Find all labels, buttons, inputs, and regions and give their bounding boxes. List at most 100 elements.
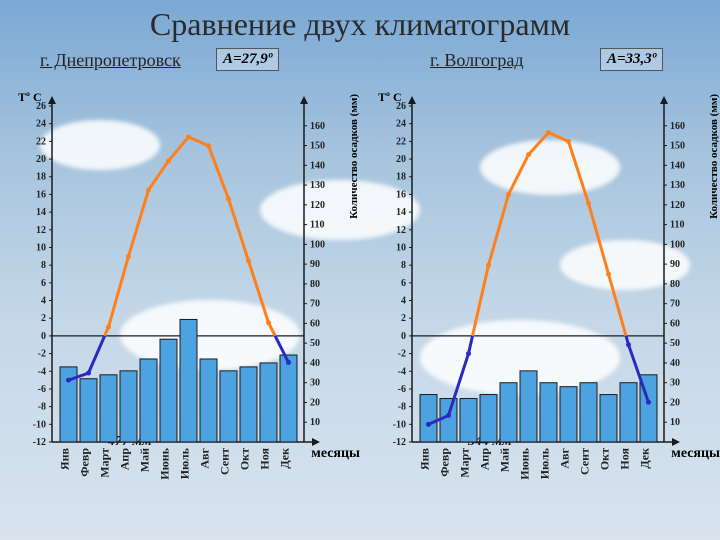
svg-text:90: 90 — [310, 259, 320, 270]
precip-bar — [540, 383, 557, 442]
svg-text:110: 110 — [310, 220, 324, 231]
chart-svg: 26242220181614121086420-2-4-6-8-10-12160… — [378, 90, 718, 510]
temp-point — [286, 360, 291, 365]
svg-text:-8: -8 — [398, 402, 406, 413]
svg-text:-10: -10 — [393, 419, 406, 430]
svg-text:20: 20 — [310, 397, 320, 408]
svg-text:-2: -2 — [38, 349, 46, 360]
temp-point — [566, 139, 571, 144]
precip-bar — [100, 375, 117, 442]
precip-bar — [500, 383, 517, 442]
svg-text:120: 120 — [310, 200, 325, 211]
precip-bar — [600, 395, 617, 442]
svg-text:0: 0 — [401, 331, 406, 342]
svg-text:130: 130 — [670, 180, 685, 191]
temp-point — [486, 263, 491, 268]
temp-point — [446, 413, 451, 418]
svg-text:20: 20 — [396, 154, 406, 165]
svg-text:10: 10 — [670, 417, 680, 428]
svg-text:8: 8 — [401, 260, 406, 271]
svg-text:22: 22 — [36, 136, 46, 147]
svg-text:6: 6 — [41, 278, 46, 289]
svg-text:-4: -4 — [398, 366, 406, 377]
month-label: Сент — [578, 448, 592, 475]
temp-point — [66, 378, 71, 383]
month-label: Ноя — [258, 448, 272, 470]
svg-text:70: 70 — [310, 299, 320, 310]
precip-bar — [240, 367, 257, 442]
svg-text:-8: -8 — [38, 402, 46, 413]
svg-text:2: 2 — [401, 313, 406, 324]
temp-line — [105, 137, 276, 336]
svg-text:-2: -2 — [398, 349, 406, 360]
svg-text:10: 10 — [310, 417, 320, 428]
temp-point — [506, 192, 511, 197]
svg-text:40: 40 — [670, 358, 680, 369]
temp-point — [206, 143, 211, 148]
precip-bar — [180, 319, 197, 442]
svg-text:160: 160 — [310, 121, 325, 132]
precip-bar — [220, 371, 237, 442]
svg-text:30: 30 — [310, 378, 320, 389]
month-label: Февр — [78, 448, 92, 477]
svg-text:40: 40 — [310, 358, 320, 369]
svg-text:0: 0 — [41, 331, 46, 342]
precip-bar — [120, 371, 137, 442]
svg-text:60: 60 — [670, 318, 680, 329]
temp-point — [246, 258, 251, 263]
svg-text:10: 10 — [36, 242, 46, 253]
precip-bar — [200, 359, 217, 442]
precip-bar — [440, 399, 457, 442]
svg-text:18: 18 — [396, 172, 406, 183]
precip-bar — [260, 363, 277, 442]
page-title: Сравнение двух климатограмм — [0, 6, 720, 43]
svg-text:14: 14 — [36, 207, 46, 218]
month-label: Авг — [558, 447, 572, 468]
temp-point — [166, 158, 171, 163]
temp-point — [146, 188, 151, 193]
svg-text:50: 50 — [670, 338, 680, 349]
amplitude-box-0: A=27,9º — [216, 48, 279, 71]
amplitude-box-1: A=33,3º — [600, 48, 663, 71]
temp-point — [186, 134, 191, 139]
month-label: Май — [498, 448, 512, 472]
climatogram-0: Tº C Количество осадков (мм) месяцы 477 … — [18, 90, 358, 510]
svg-text:10: 10 — [396, 242, 406, 253]
svg-text:24: 24 — [396, 119, 406, 130]
precip-bar — [160, 339, 177, 442]
month-label: Июнь — [158, 447, 172, 479]
svg-text:-10: -10 — [33, 419, 46, 430]
temp-point — [546, 130, 551, 135]
svg-text:90: 90 — [670, 259, 680, 270]
precip-bar — [560, 387, 577, 442]
svg-text:140: 140 — [310, 160, 325, 171]
month-label: Апр — [478, 448, 492, 471]
city-label-0: г. Днепропетровск — [40, 50, 181, 71]
precip-bar — [280, 355, 297, 442]
temp-point — [586, 201, 591, 206]
month-label: Февр — [438, 448, 452, 477]
month-label: Дек — [278, 448, 292, 469]
temp-point — [606, 272, 611, 277]
temp-point — [226, 196, 231, 201]
svg-text:12: 12 — [36, 225, 46, 236]
svg-text:-4: -4 — [38, 366, 46, 377]
temp-point — [86, 371, 91, 376]
month-label: Окт — [598, 448, 612, 470]
precip-bar — [420, 395, 437, 442]
svg-text:50: 50 — [310, 338, 320, 349]
temp-point — [526, 152, 531, 157]
svg-text:20: 20 — [670, 397, 680, 408]
month-label: Ноя — [618, 448, 632, 470]
temp-point — [626, 342, 631, 347]
svg-text:110: 110 — [670, 220, 684, 231]
svg-text:130: 130 — [310, 180, 325, 191]
svg-text:30: 30 — [670, 378, 680, 389]
month-label: Март — [458, 448, 472, 478]
month-label: Июль — [178, 447, 192, 479]
svg-text:18: 18 — [36, 172, 46, 183]
svg-text:100: 100 — [670, 239, 685, 250]
svg-text:70: 70 — [670, 299, 680, 310]
svg-text:8: 8 — [41, 260, 46, 271]
svg-text:16: 16 — [396, 189, 406, 200]
